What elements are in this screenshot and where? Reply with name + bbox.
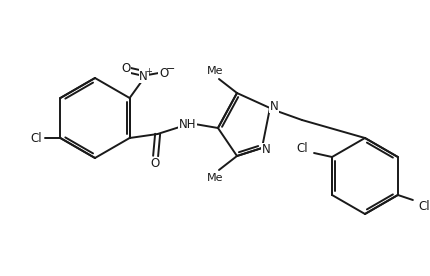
Text: +: + [145, 67, 152, 76]
Text: O: O [121, 62, 130, 75]
Text: Me: Me [207, 173, 223, 183]
Text: N: N [139, 70, 148, 83]
Text: Cl: Cl [418, 200, 430, 214]
Text: Cl: Cl [296, 142, 308, 155]
Text: O: O [159, 67, 168, 79]
Text: NH: NH [179, 118, 197, 131]
Text: Me: Me [207, 66, 223, 76]
Text: N: N [270, 100, 278, 113]
Text: −: − [166, 64, 175, 74]
Text: O: O [150, 158, 159, 171]
Text: N: N [261, 144, 270, 156]
Text: Cl: Cl [31, 131, 42, 145]
